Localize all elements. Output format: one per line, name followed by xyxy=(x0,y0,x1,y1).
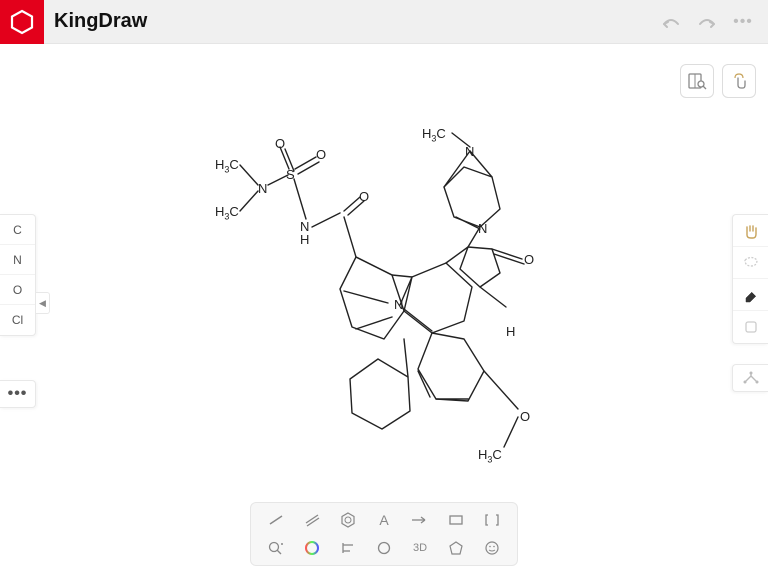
right-tool-panel xyxy=(732,214,768,344)
eraser-tool-button[interactable] xyxy=(733,279,768,311)
atom-label: N xyxy=(465,144,474,159)
template-tool-button[interactable] xyxy=(733,311,768,343)
topbar: KingDraw ••• xyxy=(0,0,768,44)
gesture-button[interactable] xyxy=(722,64,756,98)
atom-label: H3C xyxy=(215,204,239,222)
element-N-button[interactable]: N xyxy=(0,245,35,275)
atom-label: H3C xyxy=(422,126,446,144)
polygon-tool-button[interactable] xyxy=(439,535,473,561)
atom-label: S xyxy=(286,167,295,182)
book-search-icon xyxy=(687,71,707,91)
circle-tool-button[interactable] xyxy=(367,535,401,561)
eraser-icon xyxy=(743,287,759,303)
atom-label: N xyxy=(478,221,487,236)
redo-button[interactable] xyxy=(696,11,718,33)
atom-label: H xyxy=(300,232,309,247)
element-O-button[interactable]: O xyxy=(0,275,35,305)
arrow-tool-button[interactable] xyxy=(403,507,437,533)
atom-label: O xyxy=(275,136,285,151)
undo-button[interactable] xyxy=(660,11,682,33)
brackets-tool-button[interactable] xyxy=(475,507,509,533)
benzene-button[interactable] xyxy=(331,507,365,533)
app-logo xyxy=(0,0,44,44)
topbar-actions: ••• xyxy=(660,11,768,33)
right-tool-more-button[interactable] xyxy=(732,364,768,392)
atom-label: O xyxy=(316,147,326,162)
atom-label: O xyxy=(359,189,369,204)
atom-label: H3C xyxy=(478,447,502,465)
bottom-toolbar: A 3D xyxy=(250,502,518,566)
query-tool-button[interactable] xyxy=(259,535,293,561)
atom-label: H3C xyxy=(215,157,239,175)
more-menu-button[interactable]: ••• xyxy=(732,11,754,33)
element-C-button[interactable]: C xyxy=(0,215,35,245)
element-Cl-button[interactable]: Cl xyxy=(0,305,35,335)
canvas-top-actions xyxy=(680,64,756,98)
molecule-structure[interactable]: H3CH3CNSOONHOH3CNNONHOH3C xyxy=(160,99,580,484)
hand-icon xyxy=(742,222,760,240)
app-title: KingDraw xyxy=(54,10,147,33)
branch-icon xyxy=(742,371,760,385)
element-panel: C N O Cl xyxy=(0,214,36,336)
3d-tool-button[interactable]: 3D xyxy=(403,535,437,561)
lasso-icon xyxy=(742,254,760,272)
atom-label: N xyxy=(394,297,403,312)
element-panel-collapse[interactable]: ◀ xyxy=(36,292,50,314)
hexagon-icon xyxy=(8,8,36,36)
hand-tap-icon xyxy=(729,71,749,91)
single-bond-button[interactable] xyxy=(259,507,293,533)
emoji-tool-button[interactable] xyxy=(475,535,509,561)
atom-label: O xyxy=(520,409,530,424)
square-icon xyxy=(743,319,759,335)
canvas[interactable]: C N O Cl ◀ ••• A xyxy=(0,44,768,576)
atom-label: N xyxy=(258,181,267,196)
color-tool-button[interactable] xyxy=(295,535,329,561)
element-more-button[interactable]: ••• xyxy=(0,380,36,408)
atom-label: H xyxy=(506,324,515,339)
text-tool-button[interactable]: A xyxy=(367,507,401,533)
double-bond-button[interactable] xyxy=(295,507,329,533)
search-structure-button[interactable] xyxy=(680,64,714,98)
rect-tool-button[interactable] xyxy=(439,507,473,533)
atom-label: O xyxy=(524,252,534,267)
align-tool-button[interactable] xyxy=(331,535,365,561)
lasso-tool-button[interactable] xyxy=(733,247,768,279)
pan-tool-button[interactable] xyxy=(733,215,768,247)
